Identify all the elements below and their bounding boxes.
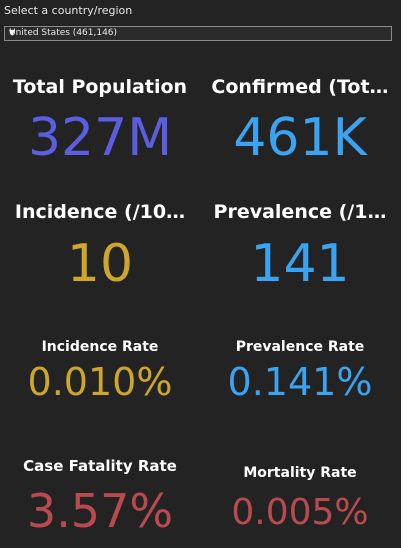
country-dropdown[interactable]: United States (461,146) ▼	[4, 26, 392, 41]
tile-value: 10	[66, 234, 134, 294]
tile-title: Case Fatality Rate	[23, 457, 177, 475]
tile-value: 3.57%	[26, 484, 174, 538]
tile-value: 0.005%	[231, 492, 369, 533]
tile-title: Prevalence Rate	[235, 339, 365, 355]
tile-title: Prevalence (/1…	[213, 201, 387, 223]
tile-value: 0.010%	[27, 360, 173, 404]
dropdown-selected: United States (461,146)	[9, 28, 118, 38]
selector-label: Select a country/region	[4, 4, 133, 17]
tile-title: Incidence (/10…	[14, 201, 186, 223]
tile-title: Incidence Rate	[41, 339, 159, 355]
tile-value: 327M	[27, 108, 173, 168]
tile-value: 0.141%	[227, 360, 373, 404]
tile-title: Total Population	[12, 76, 188, 98]
tile-title: Confirmed (Tot…	[211, 76, 389, 98]
tile-value: 461K	[233, 108, 367, 168]
tile-title: Mortality Rate	[243, 465, 357, 481]
dashboard-panel: Select a country/region United States (4…	[0, 0, 401, 548]
dropdown-arrow: ▼	[9, 28, 16, 37]
tile-value: 141	[250, 234, 350, 294]
